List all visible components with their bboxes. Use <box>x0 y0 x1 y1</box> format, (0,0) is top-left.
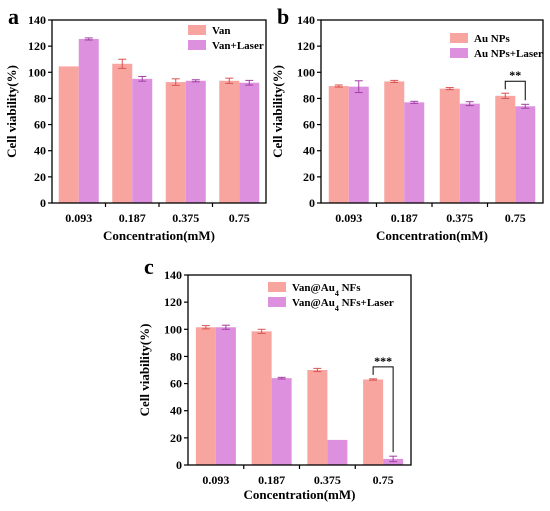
legend-name-tail: NFs+Laser <box>339 297 394 309</box>
legend-swatch <box>450 48 468 58</box>
x-axis-title: Concentration(mM) <box>376 228 488 243</box>
y-tick-label: 120 <box>297 39 315 53</box>
panel-b: b 0 20 40 60 80 100 120 140 0.093 0.187 0.375 0.75 Co… <box>270 4 544 243</box>
legend-label: Au NPs <box>474 33 510 45</box>
legend-swatch <box>268 282 286 292</box>
legend-label: Au NPs+Laser <box>474 48 543 60</box>
panel-c: c 0 20 40 60 80 100 120 140 0.093 0.187 0.375 0.75 Co… <box>137 254 412 502</box>
y-tick-label: 60 <box>303 118 315 132</box>
legend-subscript: 4 <box>335 304 339 313</box>
x-tick-label: 0.093 <box>335 211 362 225</box>
bar <box>251 331 272 465</box>
bar <box>495 95 516 203</box>
y-tick-label: 20 <box>170 431 182 445</box>
y-tick-label: 20 <box>34 170 46 184</box>
x-tick-label: 0.375 <box>172 211 199 225</box>
panel-label: b <box>277 4 289 29</box>
x-tick-label: 0.187 <box>119 211 146 225</box>
bar <box>271 378 292 465</box>
legend-name: Van <box>212 25 231 37</box>
y-tick-label: 80 <box>303 91 315 105</box>
x-tick-label: 0.375 <box>446 211 473 225</box>
legend-name: Van@Au <box>292 297 335 309</box>
bar <box>195 327 216 465</box>
bar <box>112 63 133 203</box>
y-tick-label: 140 <box>28 13 46 27</box>
y-tick-label: 60 <box>34 118 46 132</box>
x-axis-title: Concentration(mM) <box>103 228 215 243</box>
y-tick-label: 20 <box>303 170 315 184</box>
bar <box>239 82 260 203</box>
bar <box>348 86 369 203</box>
y-tick-label: 0 <box>176 458 182 472</box>
legend-label: Van+Laser <box>212 40 264 52</box>
legend-name: Van@Au <box>292 282 335 294</box>
y-tick-label: 0 <box>309 196 315 210</box>
bar <box>132 78 153 203</box>
panel-label: a <box>8 4 19 29</box>
y-axis-title: Cell viability(%) <box>137 324 152 417</box>
y-tick-label: 120 <box>28 39 46 53</box>
bar <box>165 82 186 203</box>
panel-a: a 0 20 40 60 80 100 120 140 0.093 0.187 0.375 0.75 Co… <box>4 4 267 243</box>
y-axis-title: Cell viability(%) <box>4 65 19 158</box>
x-tick-label: 0.375 <box>314 473 341 487</box>
legend-swatch <box>188 25 206 35</box>
bar <box>307 370 328 465</box>
x-tick-label: 0.093 <box>202 473 229 487</box>
y-axis-title: Cell viability(%) <box>270 65 285 158</box>
legend-swatch <box>188 40 206 50</box>
x-tick-label: 0.093 <box>65 211 92 225</box>
y-tick-label: 140 <box>164 268 182 282</box>
bar <box>404 102 425 203</box>
legend-label: Van@Au4 NFs <box>292 282 361 298</box>
legend-name-tail: NFs <box>339 282 361 294</box>
x-tick-label: 0.187 <box>391 211 418 225</box>
x-tick-label: 0.75 <box>229 211 250 225</box>
significance-label: *** <box>374 354 392 368</box>
bar <box>215 327 236 465</box>
bar <box>219 80 240 203</box>
y-tick-label: 60 <box>170 377 182 391</box>
y-tick-label: 40 <box>170 404 182 418</box>
significance-bracket <box>372 366 394 453</box>
y-tick-label: 80 <box>34 91 46 105</box>
x-tick-label: 0.75 <box>373 473 394 487</box>
significance-bracket <box>504 80 526 101</box>
legend-name: Van+Laser <box>212 40 264 52</box>
y-tick-label: 100 <box>28 65 46 79</box>
y-tick-label: 140 <box>297 13 315 27</box>
y-tick-label: 0 <box>40 196 46 210</box>
x-tick-label: 0.187 <box>258 473 285 487</box>
bar <box>328 86 349 203</box>
bar <box>327 439 348 465</box>
legend-subscript: 4 <box>335 289 339 298</box>
bar <box>459 103 480 203</box>
bar <box>78 38 99 204</box>
legend-label: Van@Au4 NFs+Laser <box>292 297 394 313</box>
y-tick-label: 80 <box>170 349 182 363</box>
y-tick-label: 120 <box>164 295 182 309</box>
y-tick-label: 100 <box>164 322 182 336</box>
legend-name: Au NPs <box>474 33 510 45</box>
y-tick-label: 40 <box>303 144 315 158</box>
x-tick-label: 0.75 <box>505 211 526 225</box>
legend-name: Au NPs+Laser <box>474 48 543 60</box>
legend-swatch <box>450 33 468 43</box>
y-tick-label: 40 <box>34 144 46 158</box>
legend-swatch <box>268 297 286 307</box>
legend-label: Van <box>212 25 231 37</box>
bar <box>439 88 460 203</box>
y-tick-label: 100 <box>297 65 315 79</box>
panel-label: c <box>144 254 154 279</box>
bar <box>185 80 206 203</box>
bar <box>384 81 405 203</box>
bar <box>58 66 79 204</box>
bar <box>363 379 384 465</box>
x-axis-title: Concentration(mM) <box>244 487 356 502</box>
bar <box>515 106 536 203</box>
significance-label: ** <box>509 68 521 82</box>
